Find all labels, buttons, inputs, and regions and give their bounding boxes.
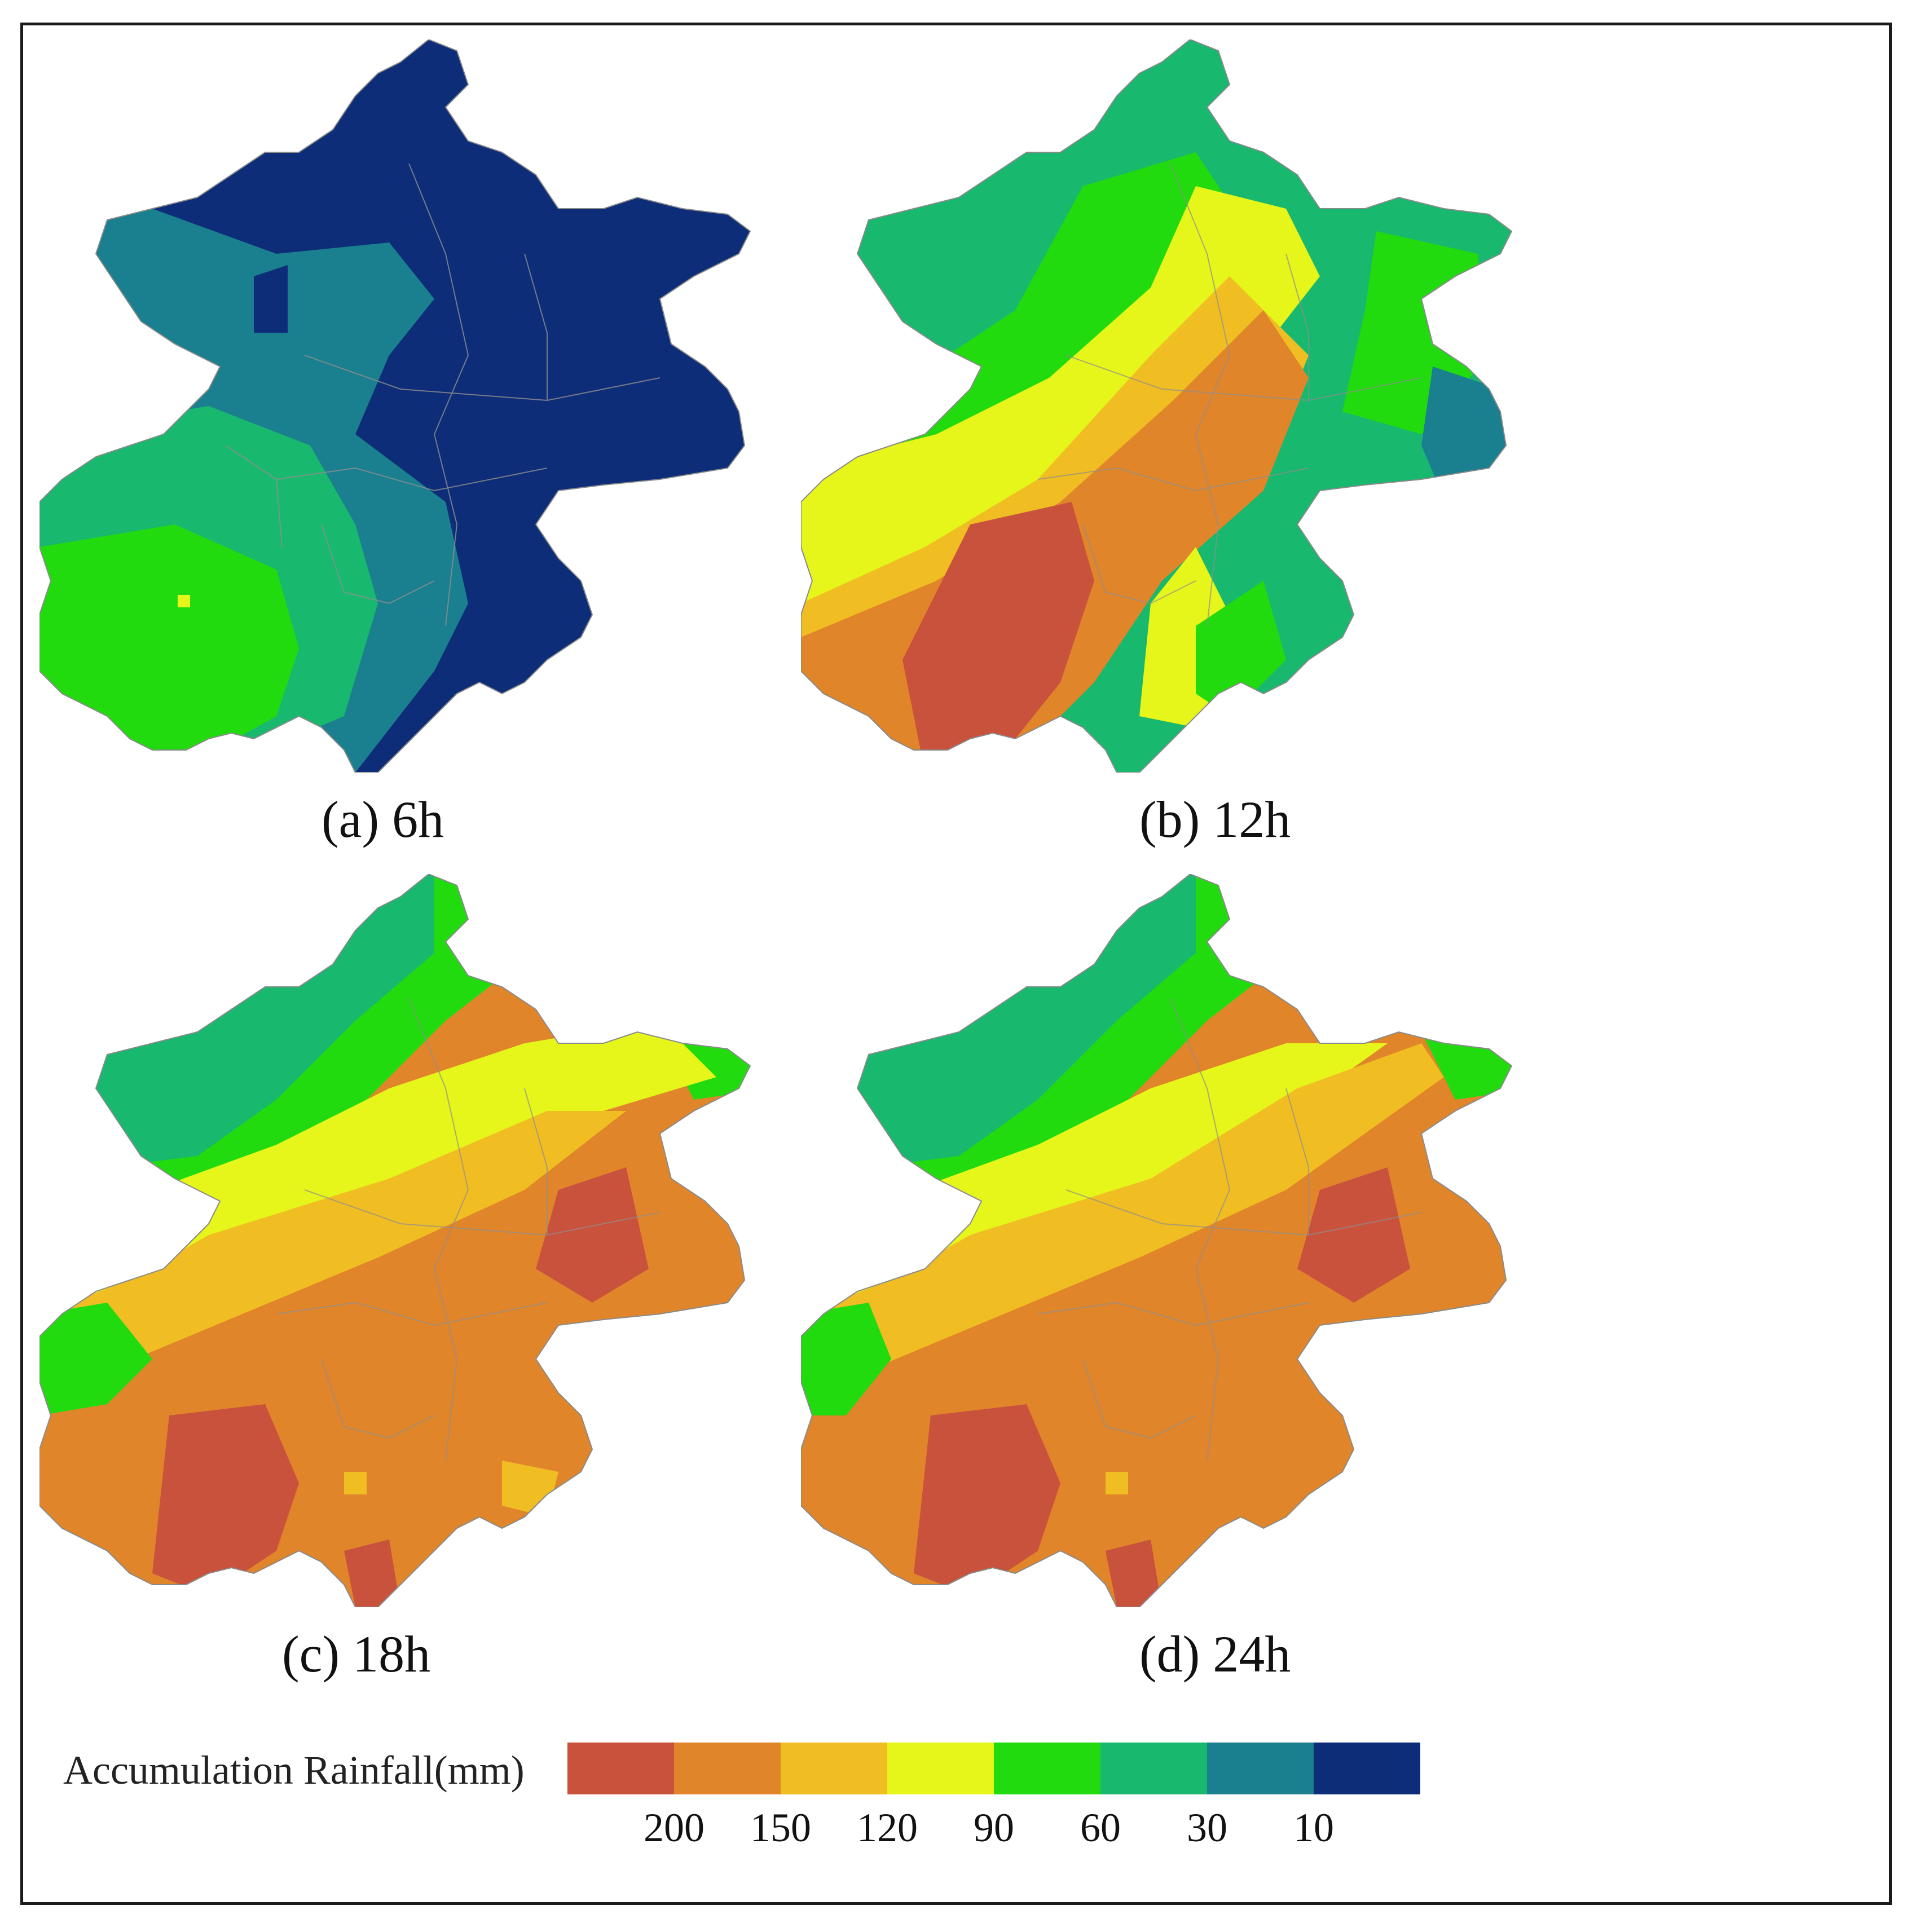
legend-swatch-0 [567,1743,674,1794]
legend-color-bar [567,1743,1420,1794]
legend-swatch-2 [781,1743,887,1794]
caption-6h: (a) 6h [322,791,444,848]
legend-swatch-4 [994,1743,1100,1794]
legend-tick-120: 120 [857,1805,918,1850]
legend-tick-150: 150 [750,1805,811,1850]
caption-18h: (c) 18h [282,1625,431,1683]
legend-swatch-7 [1314,1743,1420,1794]
legend-tick-30: 30 [1187,1805,1227,1850]
legend-swatch-1 [674,1743,781,1794]
rainfall-map-12h [801,39,1513,773]
legend-tick-90: 90 [974,1805,1014,1850]
legend-tick-200: 200 [644,1805,704,1850]
legend-title: Accumulation Rainfall(mm) [63,1748,525,1793]
caption-24h: (d) 24h [1139,1625,1291,1683]
rainfall-map-6h [39,39,751,773]
legend-swatch-5 [1100,1743,1207,1794]
rainfall-map-18h [39,874,751,1607]
map-panel-24h: (d) 24h [801,874,1534,1683]
legend-tick-10: 10 [1293,1805,1334,1850]
map-panel-18h: (c) 18h [39,874,773,1683]
map-panel-6h: (a) 6h [39,39,773,848]
map-panel-12h: (b) 12h [801,39,1534,848]
legend-swatch-6 [1207,1743,1314,1794]
legend-tick-60: 60 [1080,1805,1121,1850]
legend-swatch-3 [887,1743,994,1794]
caption-12h: (b) 12h [1139,791,1291,848]
rainfall-map-24h [801,874,1513,1607]
